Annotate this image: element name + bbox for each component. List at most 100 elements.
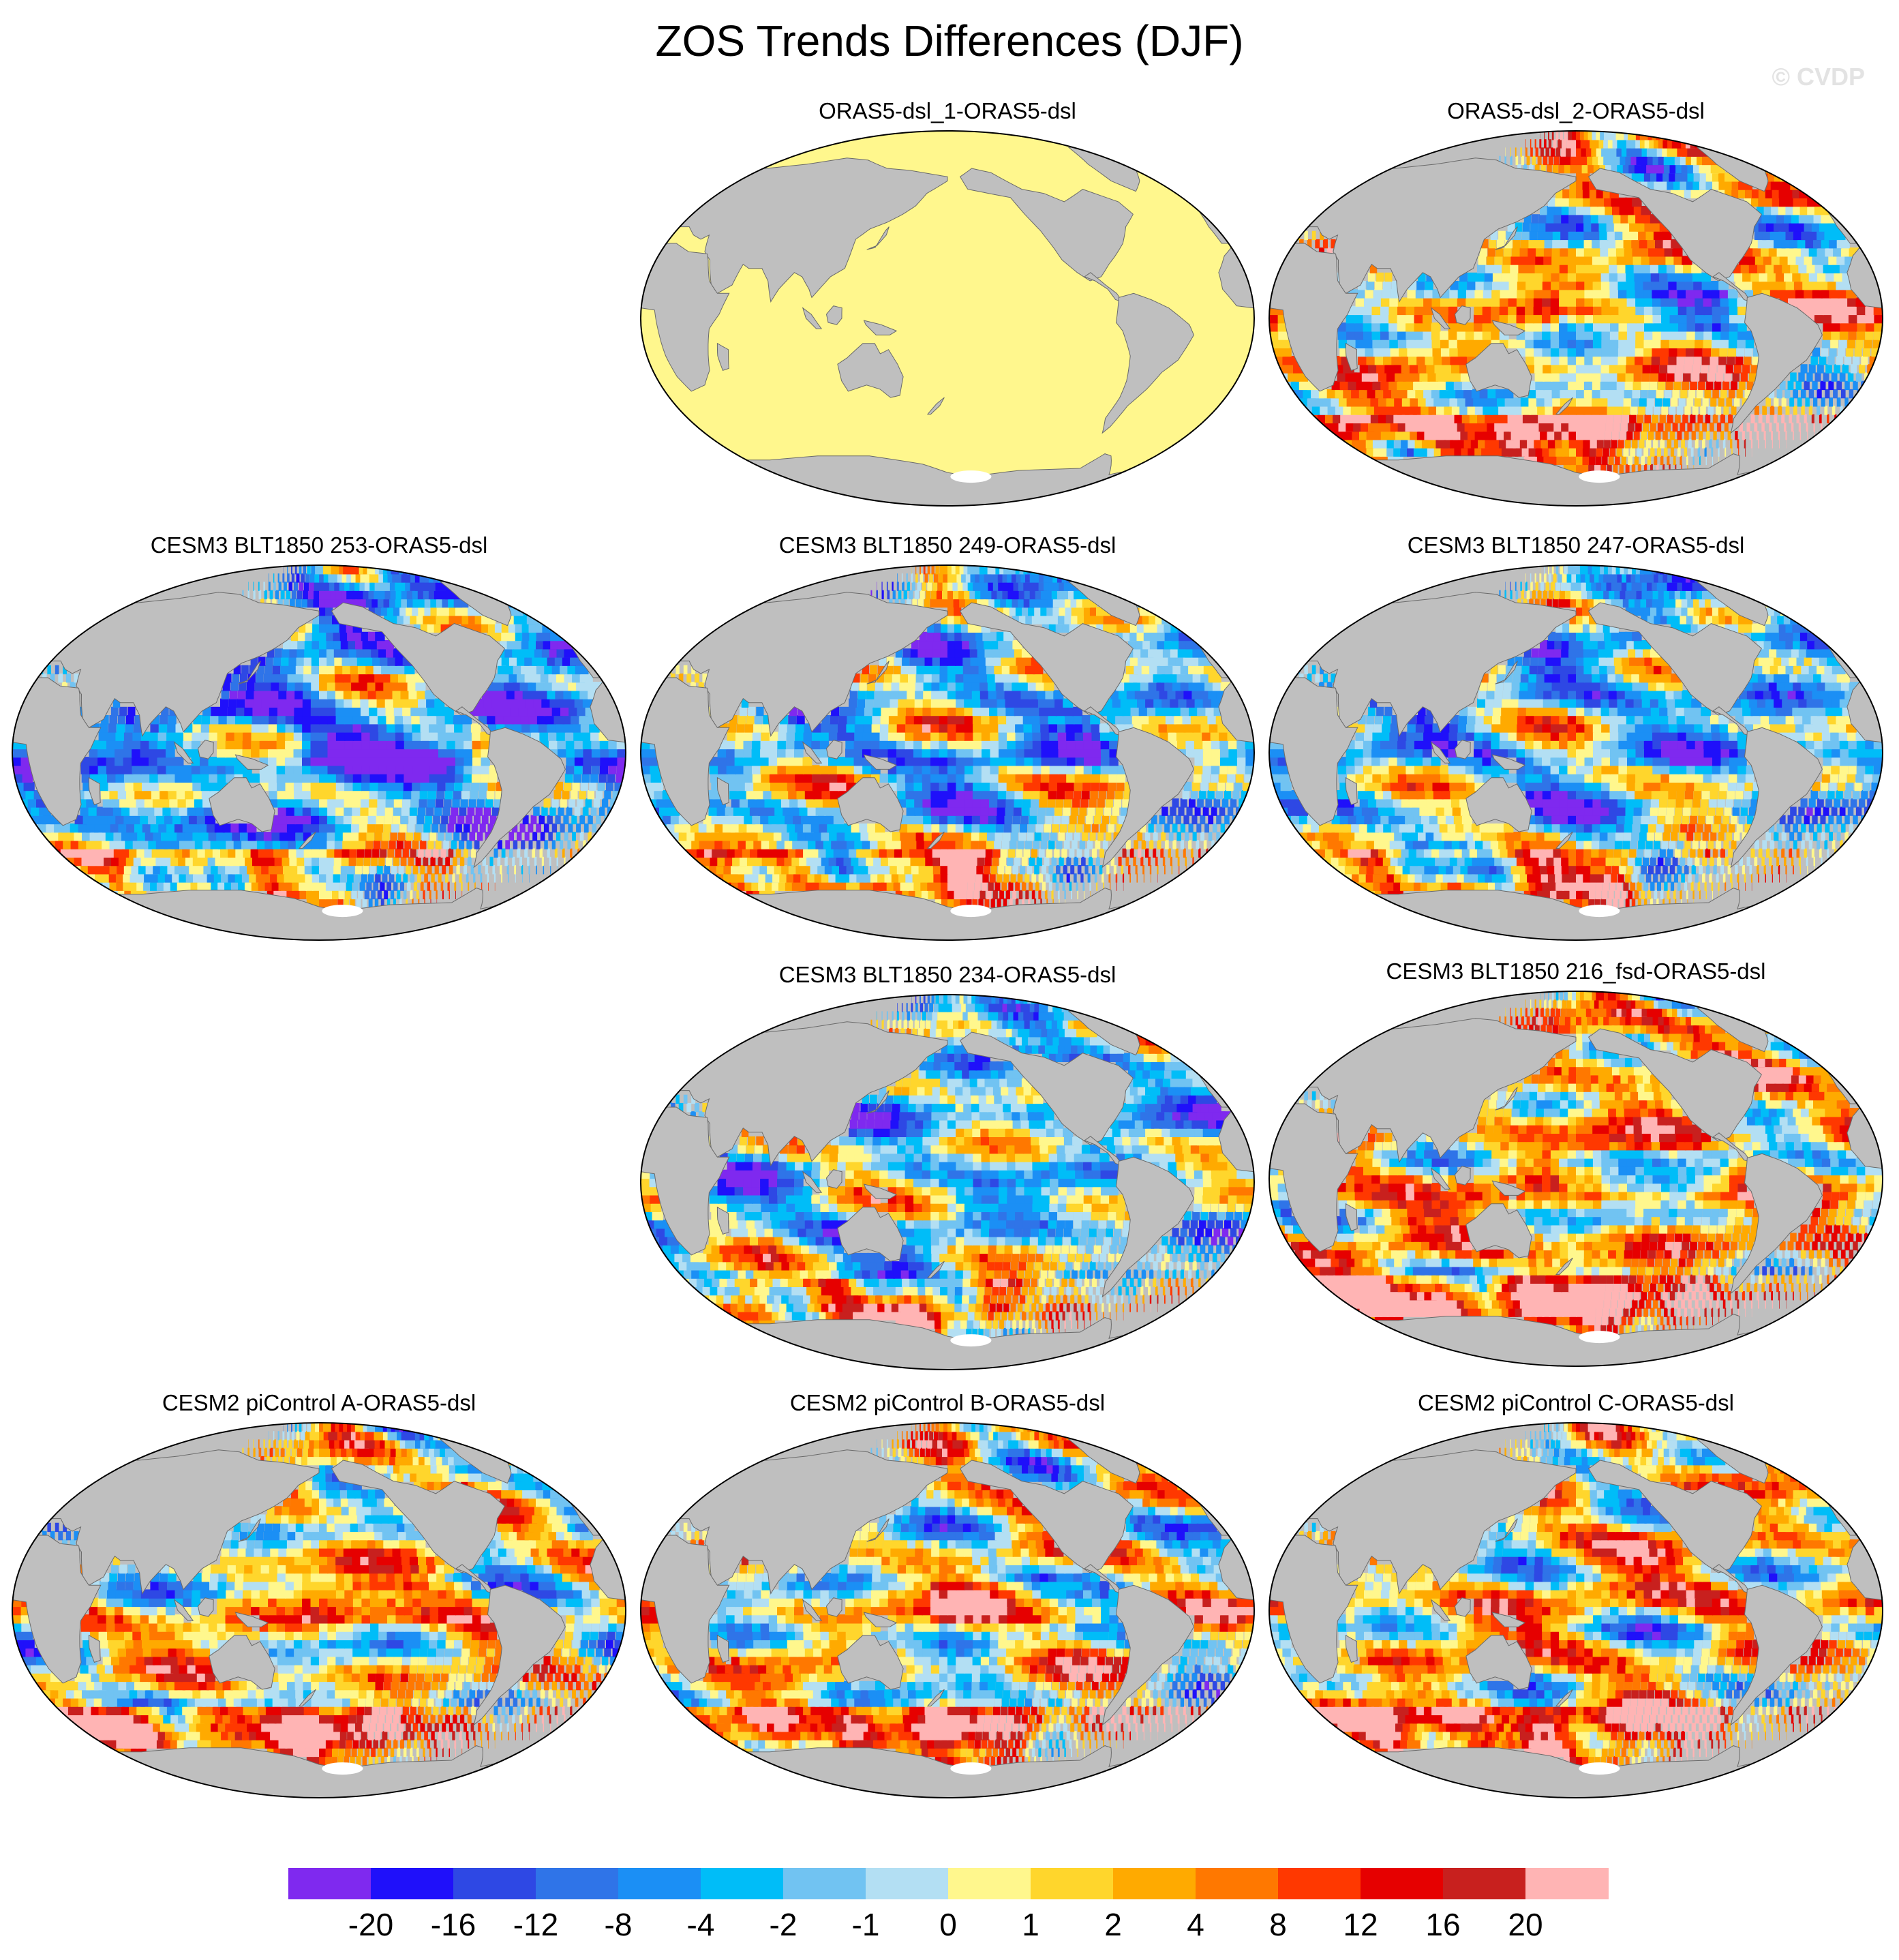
land-sumatra xyxy=(1430,1599,1451,1621)
land-north-america xyxy=(1587,602,1762,716)
figure-title: ZOS Trends Differences (DJF) xyxy=(655,16,1244,65)
ice-shelf-missing-data xyxy=(1579,470,1620,483)
map-figure xyxy=(640,130,1255,507)
colorbar-box xyxy=(536,1868,619,1899)
ocean-field xyxy=(641,1423,1254,1798)
land-north-america xyxy=(959,1031,1134,1145)
land-north-america xyxy=(1587,168,1762,282)
land-australia xyxy=(1465,343,1532,398)
land-new-guinea xyxy=(863,754,898,770)
land-north-america xyxy=(959,602,1134,716)
land-new-zealand xyxy=(926,831,945,849)
map-border xyxy=(640,994,1255,1370)
colorbar-box xyxy=(288,1868,371,1899)
map-panel: CESM2 piControl A-ORAS5-dsl xyxy=(9,1389,629,1826)
land-africa-east xyxy=(641,1106,730,1256)
land-madagascar xyxy=(716,1206,729,1235)
land-japan xyxy=(866,1090,890,1114)
panel-title: CESM3 BLT1850 234-ORAS5-dsl xyxy=(778,962,1116,987)
land-north-america xyxy=(1587,1460,1762,1573)
land-south-america xyxy=(1102,1584,1194,1726)
colorbar-box xyxy=(1113,1868,1196,1899)
land-sumatra xyxy=(173,741,194,764)
map-figure xyxy=(12,564,626,941)
map-border xyxy=(12,1422,626,1798)
colorbar-box xyxy=(618,1868,701,1899)
panel-title: CESM2 piControl A-ORAS5-dsl xyxy=(162,1390,476,1415)
land-north-america xyxy=(959,1460,1134,1573)
colorbar-box xyxy=(783,1868,866,1899)
panel-title: CESM3 BLT1850 247-ORAS5-dsl xyxy=(1407,532,1745,558)
map-border xyxy=(640,130,1255,507)
panel-title: ORAS5-dsl_1-ORAS5-dsl xyxy=(819,98,1076,123)
land-asia-west xyxy=(673,1021,948,1167)
land-africa-east xyxy=(12,1535,102,1684)
colorbar-label: -16 xyxy=(430,1907,476,1942)
ocean-field xyxy=(1269,991,1883,1366)
colorbar-label: 4 xyxy=(1187,1907,1204,1942)
ice-shelf-missing-data xyxy=(950,905,992,918)
land-new-guinea xyxy=(863,1183,898,1199)
land-japan xyxy=(1495,1518,1518,1542)
colorbar-box xyxy=(371,1868,454,1899)
panel-title: ORAS5-dsl_2-ORAS5-dsl xyxy=(1447,98,1705,123)
map-border xyxy=(1268,130,1883,507)
land-new-guinea xyxy=(1491,320,1526,335)
land-new-zealand xyxy=(1555,1257,1573,1276)
colorbar-box xyxy=(1525,1868,1609,1899)
colorbar-box xyxy=(1278,1868,1361,1899)
map-border xyxy=(1268,991,1883,1367)
land-madagascar xyxy=(1345,342,1358,372)
land-australia xyxy=(209,777,275,832)
land-new-zealand xyxy=(1555,397,1573,415)
land-madagascar xyxy=(1345,777,1358,806)
land-borneo xyxy=(1454,305,1471,325)
map-border xyxy=(640,564,1255,941)
land-borneo xyxy=(825,740,842,759)
panel-title: CESM3 BLT1850 249-ORAS5-dsl xyxy=(778,532,1116,558)
land-south-america xyxy=(1102,727,1194,869)
ice-shelf-missing-data xyxy=(322,905,363,918)
land-madagascar xyxy=(1345,1203,1358,1232)
map-panel: CESM3 BLT1850 247-ORAS5-dsl xyxy=(1266,532,1886,968)
map-panel: CESM3 BLT1850 253-ORAS5-dsl xyxy=(9,532,629,968)
colorbar-box xyxy=(1196,1868,1279,1899)
watermark: © CVDP xyxy=(1772,63,1865,91)
land-australia xyxy=(837,343,904,398)
land-africa-east xyxy=(641,677,730,826)
map-panel: CESM3 BLT1850 249-ORAS5-dsl xyxy=(637,532,1258,968)
colorbar-label: 20 xyxy=(1508,1907,1543,1942)
map-panel: CESM2 piControl C-ORAS5-dsl xyxy=(1266,1389,1886,1826)
colorbar-label: -2 xyxy=(769,1907,797,1942)
land-madagascar xyxy=(716,777,729,806)
land-asia-west xyxy=(1301,157,1577,303)
map-border xyxy=(12,564,626,941)
land-australia xyxy=(209,1635,275,1690)
panel-title: CESM3 BLT1850 253-ORAS5-dsl xyxy=(150,532,488,558)
land-new-zealand xyxy=(926,1689,945,1707)
ocean-field xyxy=(641,131,1254,506)
land-borneo xyxy=(197,740,214,759)
land-south-america xyxy=(1102,1156,1194,1298)
map-border xyxy=(1268,564,1883,941)
land-north-america xyxy=(331,602,505,716)
land-africa-east xyxy=(1269,677,1358,826)
land-new-guinea xyxy=(863,1612,898,1627)
ocean-field xyxy=(12,565,626,940)
land-south-america xyxy=(473,727,566,869)
land-borneo xyxy=(197,1597,214,1617)
land-japan xyxy=(866,226,890,250)
map-panel: CESM3 BLT1850 234-ORAS5-dsl xyxy=(637,961,1258,1398)
land-borneo xyxy=(825,1169,842,1189)
colorbar-box xyxy=(1361,1868,1444,1899)
land-south-america xyxy=(1730,727,1823,869)
land-new-zealand xyxy=(926,397,945,415)
land-madagascar xyxy=(88,1634,101,1663)
map-figure xyxy=(640,1422,1255,1798)
ice-shelf-missing-data xyxy=(1579,905,1620,918)
panel-title: CESM3 BLT1850 216_fsd-ORAS5-dsl xyxy=(1386,959,1766,984)
land-north-america xyxy=(959,168,1134,282)
land-australia xyxy=(1465,1635,1532,1690)
ocean-field xyxy=(641,995,1254,1370)
land-north-america xyxy=(1587,1028,1762,1142)
